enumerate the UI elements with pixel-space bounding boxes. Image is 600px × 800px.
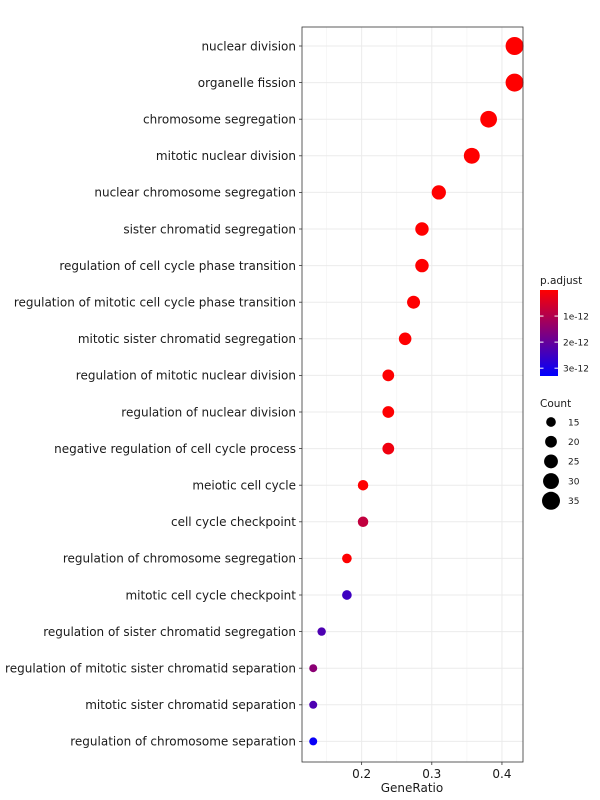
size-legend-label: 30 <box>568 477 580 487</box>
size-legend-label: 25 <box>568 458 579 468</box>
size-legend-label: 20 <box>568 438 580 448</box>
data-point <box>431 185 446 200</box>
y-tick-label: chromosome segregation <box>143 113 296 127</box>
y-tick-label: organelle fission <box>198 76 296 90</box>
size-legend-dot <box>543 473 559 490</box>
y-tick-label: regulation of mitotic nuclear division <box>76 369 296 383</box>
y-tick-label: meiotic cell cycle <box>192 479 296 493</box>
color-bar <box>540 290 558 376</box>
y-tick-label: negative regulation of cell cycle proces… <box>54 442 296 456</box>
data-point <box>342 590 352 600</box>
color-legend-label: 2e-12 <box>563 338 589 348</box>
data-point <box>415 222 429 236</box>
color-legend-label: 3e-12 <box>563 364 589 374</box>
data-point <box>382 369 395 382</box>
data-point <box>382 406 395 418</box>
x-tick-label: 0.4 <box>492 767 511 781</box>
x-tick-label: 0.3 <box>422 767 441 781</box>
data-point <box>342 553 352 564</box>
size-legend-dot <box>545 435 557 448</box>
color-legend-title: p.adjust <box>540 275 582 287</box>
x-tick-label: 0.2 <box>352 767 371 781</box>
data-point <box>317 627 326 636</box>
y-tick-label: regulation of mitotic sister chromatid s… <box>5 662 296 676</box>
y-axis-labels: nuclear division organelle fission chromos… <box>5 39 302 749</box>
color-legend-ticks: 1e-12 2e-12 3e-12 <box>540 312 589 374</box>
data-point <box>357 516 369 528</box>
size-legend: Count 15 20 25 30 35 <box>540 398 580 510</box>
data-point <box>382 442 395 455</box>
y-tick-label: cell cycle checkpoint <box>171 515 296 529</box>
data-point <box>357 479 369 491</box>
size-legend-dot <box>546 417 556 427</box>
y-tick-label: regulation of chromosome segregation <box>63 552 296 566</box>
size-legend-dot <box>544 454 558 469</box>
size-legend-label: 15 <box>568 418 579 428</box>
y-tick-label: regulation of cell cycle phase transitio… <box>59 259 296 273</box>
data-point <box>309 664 318 673</box>
y-tick-label: mitotic cell cycle checkpoint <box>125 588 296 602</box>
size-legend-dot <box>542 491 560 510</box>
data-point <box>407 295 421 309</box>
data-point <box>309 700 318 709</box>
y-tick-label: sister chromatid segregation <box>123 222 296 236</box>
y-tick-label: mitotic sister chromatid separation <box>85 698 296 712</box>
y-tick-label: regulation of chromosome separation <box>70 735 296 749</box>
size-legend-items: 15 20 25 30 35 <box>542 417 580 510</box>
size-legend-title: Count <box>540 398 571 410</box>
y-tick-label: regulation of nuclear division <box>121 405 296 419</box>
data-point <box>398 332 412 346</box>
points-layer <box>309 37 524 746</box>
color-legend-label: 1e-12 <box>563 312 589 322</box>
data-point <box>480 110 497 128</box>
data-point <box>463 147 480 164</box>
color-legend: p.adjust 1e-12 2e-12 3e-12 <box>540 275 589 376</box>
panel-border <box>301 26 524 763</box>
x-axis-title: GeneRatio <box>381 781 443 795</box>
data-point <box>415 258 429 273</box>
y-tick-label: nuclear chromosome segregation <box>94 186 296 200</box>
data-point <box>309 737 318 746</box>
size-legend-label: 35 <box>568 497 579 507</box>
data-point <box>505 73 524 92</box>
y-tick-label: nuclear division <box>201 39 296 53</box>
y-tick-label: regulation of mitotic cell cycle phase t… <box>14 296 296 310</box>
y-tick-label: mitotic sister chromatid segregation <box>78 332 296 346</box>
y-tick-label: mitotic nuclear division <box>156 149 296 163</box>
x-axis: 0.2 0.3 0.4 <box>352 762 511 781</box>
y-tick-label: regulation of sister chromatid segregati… <box>43 625 296 639</box>
data-point <box>505 37 524 55</box>
